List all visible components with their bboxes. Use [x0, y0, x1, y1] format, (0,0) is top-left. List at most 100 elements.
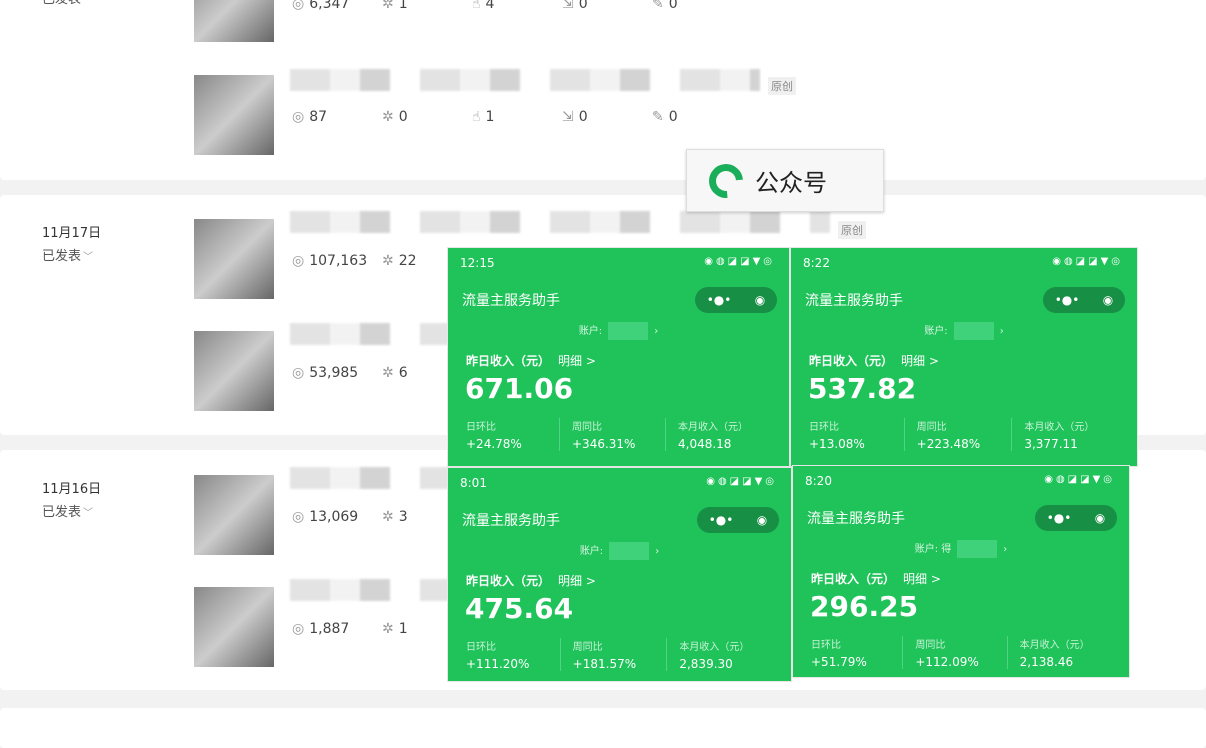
stat-comments-value: 0	[668, 0, 678, 12]
metric-label: 本月收入（元）	[678, 422, 748, 433]
article-thumbnail[interactable]	[194, 219, 274, 299]
mini-program-title: 流量主服务助手	[462, 513, 560, 529]
income-metrics: 日环比 +13.08% 周同比 +223.48% 本月收入（元） 3,377.11	[809, 418, 1119, 451]
chevron-right-icon: ›	[1003, 544, 1008, 555]
account-label: 账户:	[579, 546, 604, 557]
date-group-card	[0, 708, 1206, 748]
stat-views-value: 13,069	[309, 509, 359, 525]
yesterday-income-header: 昨日收入（元） 明细 >	[809, 352, 939, 369]
stat-shares-value: 22	[398, 253, 417, 269]
metric-week-over-week: 周同比 +112.09%	[902, 636, 1006, 669]
stat-shares: ✲ 1	[382, 621, 472, 637]
yesterday-income-label: 昨日收入（元）	[466, 574, 551, 588]
article-title-blurred[interactable]	[290, 69, 760, 91]
article-thumbnail[interactable]	[194, 475, 274, 555]
mini-program-title: 流量主服务助手	[805, 293, 903, 309]
yesterday-income-label: 昨日收入（元）	[466, 354, 551, 368]
stat-views-value: 87	[309, 109, 328, 125]
more-icon[interactable]: •●•	[1054, 293, 1080, 307]
article-thumbnail[interactable]	[194, 0, 274, 42]
metric-label: 日环比	[811, 640, 841, 651]
account-selector[interactable]: 账户: ›	[448, 542, 791, 560]
yesterday-income-amount: 537.82	[808, 372, 917, 405]
eye-icon: ◎	[292, 253, 305, 269]
account-label: 账户:	[578, 326, 603, 337]
detail-link[interactable]: 明细 >	[903, 572, 941, 586]
status-bar-time: 8:22	[803, 256, 830, 270]
article-thumbnail[interactable]	[194, 331, 274, 411]
chevron-down-icon: ﹀	[83, 0, 94, 6]
stat-comments: ✎ 0	[652, 109, 742, 125]
account-selector[interactable]: 账户: ›	[791, 322, 1137, 340]
forward-icon: ⇲	[562, 0, 574, 12]
article-stats: ◎ 53,985 ✲ 6	[292, 365, 472, 381]
share-gear-icon: ✲	[382, 109, 394, 125]
metric-label: 本月收入（元）	[679, 642, 750, 653]
account-selector[interactable]: 账户: ›	[448, 322, 789, 340]
stat-shares-value: 0	[398, 109, 408, 125]
status-bar-icons: ◉◍◪◪▼◎	[1052, 256, 1123, 267]
stat-likes: ☝ 4	[472, 0, 562, 12]
yesterday-income-header: 昨日收入（元） 明细 >	[811, 570, 941, 587]
status-label: 已发表	[42, 0, 81, 7]
mini-program-capsule[interactable]: •●• ◉	[695, 287, 777, 313]
metric-week-over-week: 周同比 +223.48%	[903, 418, 1012, 451]
close-target-icon[interactable]: ◉	[756, 513, 768, 527]
status-bar-time: 12:15	[460, 256, 495, 270]
stat-likes: ☝ 1	[472, 109, 562, 125]
metric-day-over-day: 日环比 +24.78%	[466, 418, 559, 451]
article-thumbnail[interactable]	[194, 75, 274, 155]
chevron-right-icon: ›	[654, 326, 659, 337]
more-icon[interactable]: •●•	[1046, 511, 1072, 525]
income-metrics: 日环比 +24.78% 周同比 +346.31% 本月收入（元） 4,048.18	[466, 418, 771, 451]
more-icon[interactable]: •●•	[706, 293, 732, 307]
metric-month-income: 本月收入（元） 2,839.30	[666, 638, 773, 671]
publish-status-dropdown[interactable]: 已发表﹀	[42, 501, 93, 520]
share-gear-icon: ✲	[382, 253, 394, 269]
eye-icon: ◎	[292, 365, 305, 381]
income-metrics: 日环比 +51.79% 周同比 +112.09% 本月收入（元） 2,138.46	[811, 636, 1111, 669]
metric-label: 日环比	[466, 422, 496, 433]
pen-icon: ✎	[652, 109, 664, 125]
close-target-icon[interactable]: ◉	[1094, 511, 1106, 525]
stat-likes-value: 4	[485, 0, 495, 12]
revenue-screenshot-panel: 8:22 ◉◍◪◪▼◎ 流量主服务助手 •●• ◉ 账户: › 昨日收入（元） 明细 …	[790, 247, 1138, 467]
more-icon[interactable]: •●•	[708, 513, 734, 527]
mini-program-capsule[interactable]: •●• ◉	[1035, 505, 1117, 531]
status-bar-time: 8:20	[805, 474, 832, 488]
article-title-blurred[interactable]	[290, 323, 460, 345]
mini-program-capsule[interactable]: •●• ◉	[1043, 287, 1125, 313]
metric-label: 本月收入（元）	[1024, 422, 1095, 433]
article-stats: ◎ 107,163 ✲ 22	[292, 253, 472, 269]
metric-day-over-day: 日环比 +13.08%	[809, 418, 904, 451]
metric-day-over-day: 日环比 +51.79%	[811, 636, 902, 669]
close-target-icon[interactable]: ◉	[1102, 293, 1114, 307]
detail-link[interactable]: 明细 >	[558, 574, 596, 588]
metric-label: 周同比	[915, 640, 946, 651]
detail-link[interactable]: 明细 >	[901, 354, 939, 368]
stat-views: ◎ 107,163	[292, 253, 382, 269]
article-title-blurred[interactable]	[290, 211, 830, 233]
publish-status-dropdown[interactable]: 已发表﹀	[42, 245, 93, 264]
mini-program-capsule[interactable]: •●• ◉	[697, 507, 779, 533]
stat-views: ◎ 53,985	[292, 365, 382, 381]
stat-shares-value: 3	[398, 509, 408, 525]
metric-value: 4,048.18	[678, 437, 732, 451]
stat-forwards: ⇲ 0	[562, 109, 652, 125]
metric-value: +112.09%	[915, 655, 979, 669]
publish-status-dropdown[interactable]: 已发表﹀	[42, 0, 93, 7]
metric-value: +51.79%	[811, 655, 867, 669]
stat-likes-value: 1	[485, 109, 495, 125]
status-bar-icons: ◉◍◪◪▼◎	[706, 476, 777, 487]
metric-month-income: 本月收入（元） 4,048.18	[665, 418, 771, 451]
share-gear-icon: ✲	[382, 509, 394, 525]
account-selector[interactable]: 账户: 得 ›	[793, 540, 1129, 558]
article-title-blurred[interactable]	[290, 579, 460, 601]
yesterday-income-amount: 671.06	[465, 372, 574, 405]
stat-shares-value: 1	[398, 0, 408, 12]
mini-program-title: 流量主服务助手	[807, 511, 905, 527]
article-thumbnail[interactable]	[194, 587, 274, 667]
stat-views-value: 53,985	[309, 365, 359, 381]
detail-link[interactable]: 明细 >	[558, 354, 596, 368]
close-target-icon[interactable]: ◉	[754, 293, 766, 307]
